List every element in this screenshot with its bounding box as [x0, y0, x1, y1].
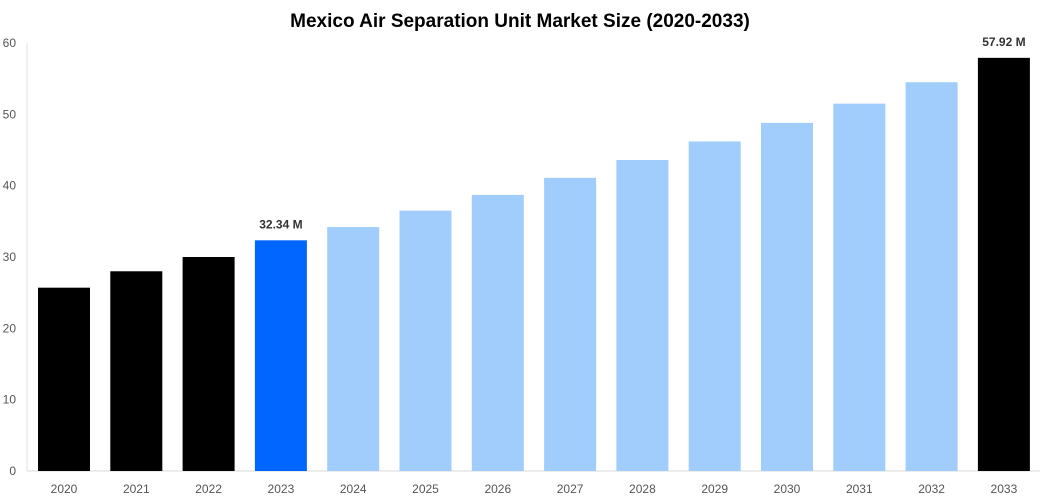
- y-tick-label: 30: [3, 250, 17, 264]
- y-tick-label: 10: [3, 393, 17, 407]
- x-tick-label: 2026: [484, 482, 511, 496]
- x-tick-label: 2023: [268, 482, 295, 496]
- x-tick-label: 2032: [918, 482, 945, 496]
- y-tick-label: 20: [3, 321, 17, 335]
- x-tick-label: 2031: [846, 482, 873, 496]
- y-tick-label: 40: [3, 179, 17, 193]
- x-tick-label: 2025: [412, 482, 439, 496]
- x-tick-label: 2030: [774, 482, 801, 496]
- bar-2032: [905, 82, 958, 471]
- x-tick-label: 2029: [701, 482, 728, 496]
- bar-2028: [616, 159, 669, 471]
- bar-2030: [761, 122, 813, 471]
- x-tick-label: 2033: [991, 482, 1018, 496]
- x-tick-label: 2028: [629, 482, 656, 496]
- x-tick-label: 2021: [123, 482, 150, 496]
- x-tick-label: 2024: [340, 482, 367, 496]
- bar-2026: [471, 194, 524, 471]
- chart-title: Mexico Air Separation Unit Market Size (…: [290, 11, 750, 32]
- bar-2025: [399, 210, 452, 471]
- bar-2021: [110, 271, 163, 471]
- x-tick-label: 2022: [195, 482, 222, 496]
- x-tick-label: 2020: [51, 482, 78, 496]
- bar-2033: [977, 57, 1030, 471]
- x-tick-label: 2027: [557, 482, 584, 496]
- bar-2024: [327, 227, 380, 471]
- data-label-2033: 57.92 M: [982, 35, 1025, 49]
- bar-2023: [254, 240, 307, 471]
- y-tick-label: 60: [3, 36, 17, 50]
- bar-2031: [833, 103, 886, 471]
- y-tick-label: 50: [3, 107, 17, 121]
- bar-2022: [182, 257, 235, 471]
- bar-2029: [688, 141, 741, 471]
- bar-2027: [544, 177, 597, 471]
- data-label-2023: 32.34 M: [259, 217, 302, 231]
- y-tick-label: 0: [9, 464, 16, 478]
- bar-2020: [38, 287, 90, 471]
